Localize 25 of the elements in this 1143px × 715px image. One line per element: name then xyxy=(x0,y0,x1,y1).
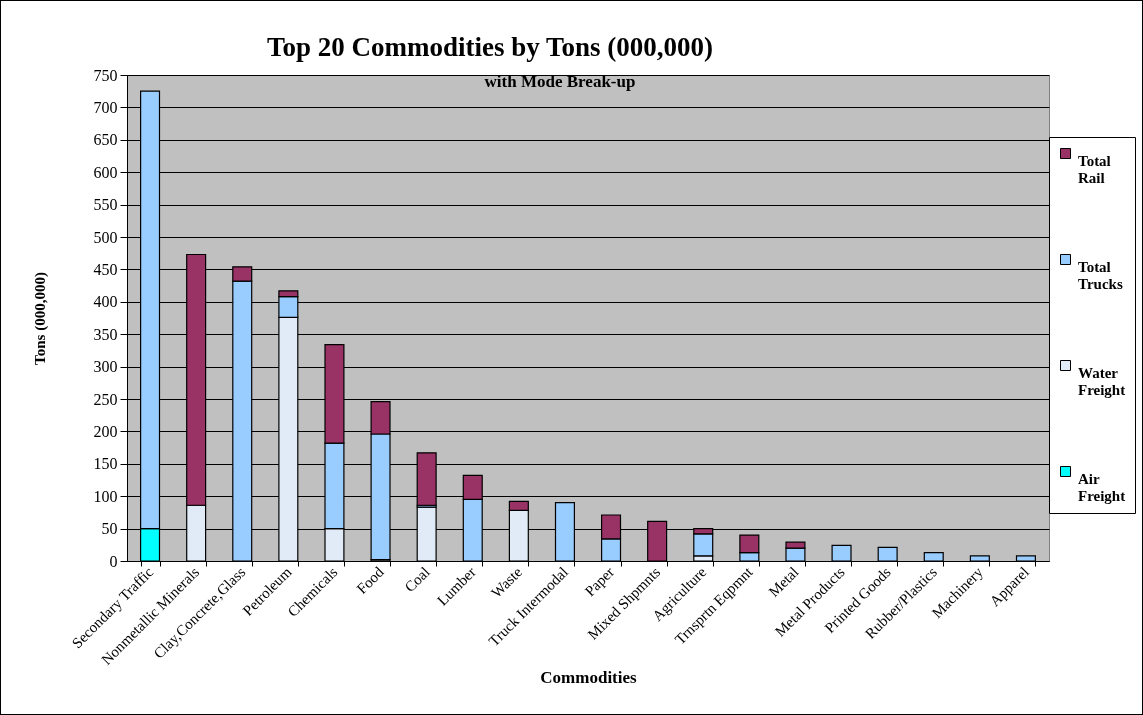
y-tick-label: 250 xyxy=(93,390,118,408)
y-tick-label: 450 xyxy=(93,260,118,278)
legend-label: Total Trucks xyxy=(1078,258,1123,292)
y-tick-label: 600 xyxy=(93,163,118,181)
y-axis-title: Tons (000,000) xyxy=(31,272,49,365)
x-tick-label: Coal xyxy=(401,563,433,596)
y-tick-label: 550 xyxy=(93,196,118,214)
y-tick-label: 650 xyxy=(93,131,118,149)
y-tick-label: 750 xyxy=(93,66,118,84)
y-tick-label: 50 xyxy=(101,520,118,538)
y-tick-label: 0 xyxy=(109,552,118,570)
y-tick-label: 300 xyxy=(93,358,118,376)
y-tick-label: 150 xyxy=(93,455,118,473)
y-tick-label: 700 xyxy=(93,98,118,116)
legend-label: Total Rail xyxy=(1078,152,1111,186)
chart-subtitle: with Mode Break-up xyxy=(484,72,636,91)
y-tick-label: 350 xyxy=(93,325,118,343)
y-tick-label: 100 xyxy=(93,487,118,505)
legend-label: Air Freight xyxy=(1078,470,1126,504)
y-tick-label: 500 xyxy=(93,228,118,246)
y-tick-label: 400 xyxy=(93,293,118,311)
x-axis-title: Commodities xyxy=(540,667,638,687)
chart-title: Top 20 Commodities by Tons (000,000) xyxy=(266,32,714,62)
y-tick-label: 200 xyxy=(93,422,118,440)
legend-label: Water Freight xyxy=(1078,364,1126,398)
